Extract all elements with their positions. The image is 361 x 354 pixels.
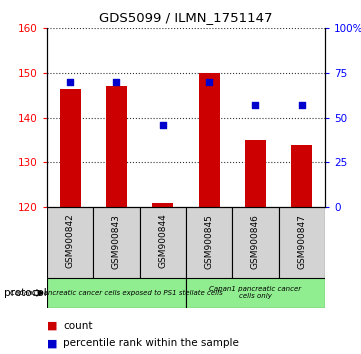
Bar (60, 88, 81, 207)
Title: GDS5099 / ILMN_1751147: GDS5099 / ILMN_1751147 (99, 11, 273, 24)
Point (206, 79, 212, 85)
Bar (47, 278, 186, 308)
Text: protocol: protocol (4, 288, 46, 298)
Point (67, 79, 73, 85)
Text: count: count (63, 321, 93, 331)
Text: GSM900843: GSM900843 (112, 213, 121, 269)
Text: GSM900842: GSM900842 (66, 214, 75, 268)
Bar (245, 140, 266, 207)
Text: ■: ■ (47, 338, 57, 348)
Bar (199, 73, 219, 207)
Point (299, 102, 305, 108)
Bar (152, 202, 173, 207)
Point (160, 122, 166, 128)
Text: Capan1 pancreatic cancer cells exposed to PS1 stellate cells: Capan1 pancreatic cancer cells exposed t… (10, 290, 223, 296)
Bar (291, 144, 312, 207)
Text: GSM900845: GSM900845 (205, 213, 214, 269)
Bar (186, 278, 325, 308)
Point (253, 102, 258, 108)
Text: ■: ■ (47, 321, 57, 331)
Text: percentile rank within the sample: percentile rank within the sample (63, 338, 239, 348)
Bar (106, 86, 127, 207)
Bar (186, 207, 232, 278)
Bar (140, 207, 186, 278)
Text: Capan1 pancreatic cancer
cells only: Capan1 pancreatic cancer cells only (209, 286, 301, 299)
Text: GSM900846: GSM900846 (251, 213, 260, 269)
Text: GSM900844: GSM900844 (158, 214, 167, 268)
Bar (47, 207, 93, 278)
Bar (279, 207, 325, 278)
Bar (232, 207, 279, 278)
Text: GSM900847: GSM900847 (297, 213, 306, 269)
Bar (93, 207, 140, 278)
Point (113, 79, 119, 85)
